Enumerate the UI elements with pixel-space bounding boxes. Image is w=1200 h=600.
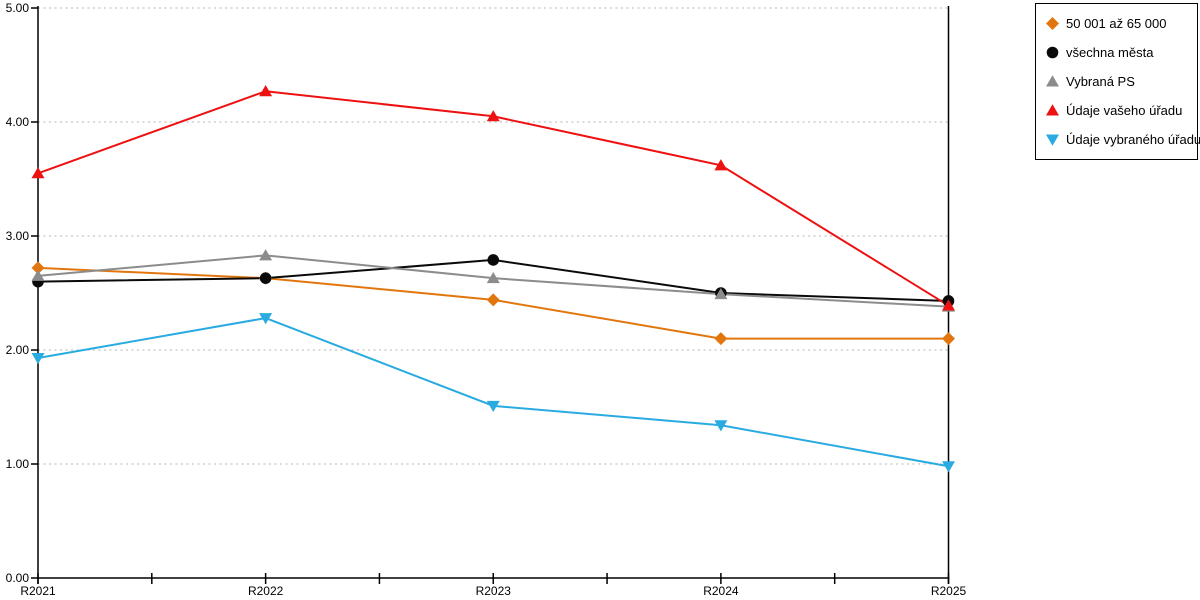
- legend-label: 50 001 až 65 000: [1066, 16, 1167, 31]
- legend-item: Údaje vašeho úřadu: [1045, 96, 1189, 125]
- svg-text:4.00: 4.00: [6, 115, 30, 129]
- svg-text:R2024: R2024: [703, 584, 739, 598]
- svg-text:R2025: R2025: [931, 584, 967, 598]
- legend-item: 50 001 až 65 000: [1045, 9, 1189, 38]
- svg-text:R2021: R2021: [20, 584, 56, 598]
- triangle-down-marker-icon: [1046, 134, 1059, 146]
- svg-text:R2022: R2022: [248, 584, 284, 598]
- svg-text:5.00: 5.00: [6, 1, 30, 15]
- svg-text:R2023: R2023: [476, 584, 512, 598]
- legend-label: Vybraná PS: [1066, 74, 1135, 89]
- circle-marker-icon: [1046, 46, 1059, 59]
- triangle-up-marker-icon: [1046, 104, 1059, 116]
- triangle-up-marker-icon: [1046, 75, 1059, 87]
- legend-label: Údaje vybraného úřadu: [1066, 132, 1200, 147]
- svg-text:0.00: 0.00: [6, 571, 30, 585]
- legend-label: všechna města: [1066, 45, 1154, 60]
- legend-item: Vybraná PS: [1045, 67, 1189, 96]
- legend-item: Údaje vybraného úřadu: [1045, 125, 1200, 154]
- legend-item: všechna města: [1045, 38, 1189, 67]
- svg-text:1.00: 1.00: [6, 457, 30, 471]
- diamond-marker-icon: [1046, 17, 1059, 30]
- legend-label: Údaje vašeho úřadu: [1066, 103, 1183, 118]
- chart-legend: 50 001 až 65 000 všechna města Vybraná P…: [1035, 3, 1200, 160]
- svg-text:3.00: 3.00: [6, 229, 30, 243]
- svg-text:2.00: 2.00: [6, 343, 30, 357]
